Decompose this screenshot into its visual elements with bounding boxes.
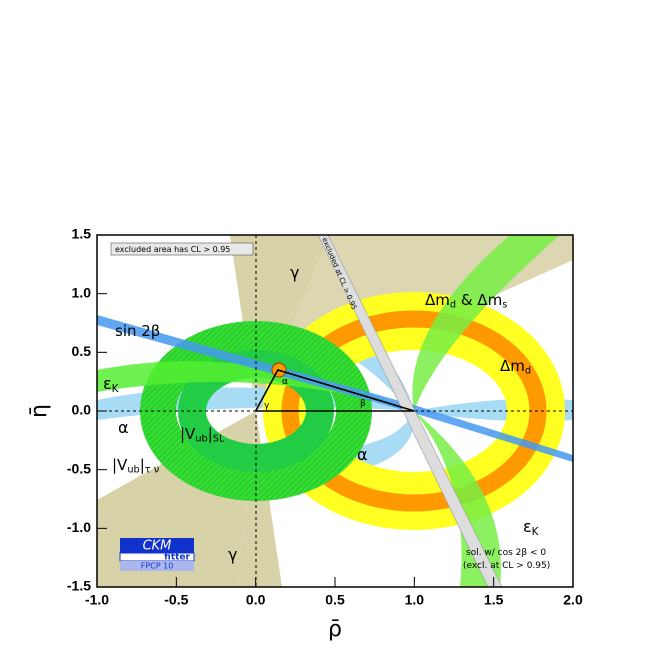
x-tick-label: 0.5 [325,592,345,608]
annotation-box [110,242,254,256]
annotation: εK [103,374,120,395]
annotation: γ [290,263,299,282]
x-tick-label: 2.0 [563,592,583,608]
y-tick-label: 1.5 [72,226,92,242]
annotation-sub: s [502,300,507,311]
x-tick-label: -0.5 [164,592,188,608]
annotation-sub: τ ν [145,465,159,476]
annotation: α [357,445,368,464]
annotation-text: ε [523,517,532,536]
annotation-sub: K [112,383,120,395]
x-tick-label: -1.0 [85,592,109,608]
annotation-text: sol. w/ cos 2β < 0 [466,548,546,558]
annotation: (excl. at CL > 0.95) [463,561,550,571]
annotation-text: γ [290,263,299,282]
annotation: Δmd [500,357,531,377]
annotation-text: α [282,377,288,387]
annotation: γ [264,401,270,411]
logo-conf: FPCP 10 [141,562,174,571]
annotation: sol. w/ cos 2β < 0 [466,548,546,558]
x-tick-label: 1.0 [405,592,425,608]
annotation-text: |V [180,425,196,443]
annotation-sub: d [450,300,456,311]
annotation: α [118,418,129,437]
annotation-sub: SL [213,434,225,445]
y-tick-label: 0.0 [72,402,92,418]
annotation-text: Δm [425,291,450,309]
annotation: β [360,399,366,409]
annotation-text: ε [103,374,112,393]
annotation-text: α [357,445,368,464]
annotation-text: sin 2β [115,322,160,340]
logo: CKM fitter FPCP 10 [119,538,195,571]
annotation-text: γ [264,401,270,411]
annotation-text: excluded area has CL > 0.95 [115,245,230,254]
annotation-text: (excl. at CL > 0.95) [463,561,550,571]
annotation-text: α [118,418,129,437]
annotation: |Vub|SL [180,425,225,445]
annotation-sub: ub [127,465,139,476]
annotation-sub: K [532,526,540,538]
annotation-text: & Δm [456,291,502,309]
x-axis-label: ρ̄ [328,617,342,642]
y-tick-label: -0.5 [67,460,91,476]
annotation-text: |V [112,456,128,474]
x-tick-label: 0.0 [246,592,266,608]
annotation: εK [523,517,540,538]
annotation: excluded area has CL > 0.95 [115,245,230,254]
annotation-sub: d [525,366,531,377]
y-tick-label: -1.5 [67,578,91,594]
logo-sub: fitter [164,553,190,563]
annotation-text: | [140,456,145,474]
logo-name: CKM [143,539,172,554]
y-axis-label: η̄ [27,404,52,418]
annotation: α [282,377,288,387]
y-tick-label: 0.5 [72,343,92,359]
annotation-text: | [208,425,213,443]
x-tick-label: 1.5 [484,592,504,608]
annotation: γ [228,545,237,564]
annotation-text: β [360,399,366,409]
annotation: Δmd & Δms [425,291,507,311]
annotation-text: γ [228,545,237,564]
annotation: sin 2β [115,322,160,340]
annotation-text: Δm [500,357,525,375]
annotation-sub: ub [195,434,207,445]
annotation: |Vub|τ ν [112,456,159,476]
unitarity-triangle [254,368,415,412]
y-tick-label: 1.0 [72,284,92,300]
y-tick-label: -1.0 [67,519,91,535]
